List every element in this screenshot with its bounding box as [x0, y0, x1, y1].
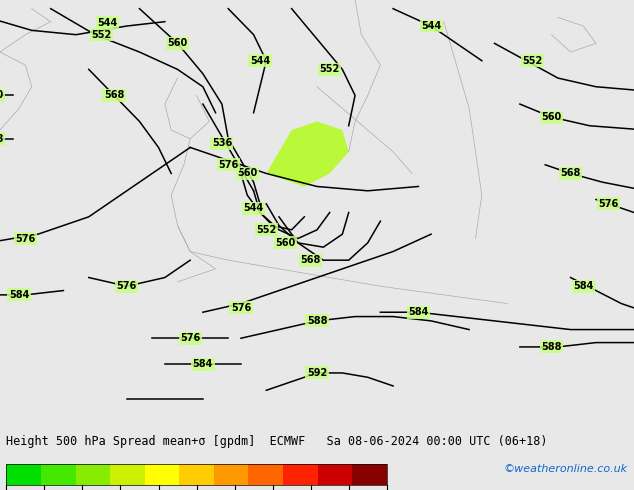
Text: 576: 576	[180, 333, 200, 343]
Bar	[352, 464, 387, 486]
Text: 560: 560	[167, 38, 188, 49]
Text: 584: 584	[573, 281, 593, 291]
Bar	[145, 464, 179, 486]
Text: 544: 544	[243, 203, 264, 213]
Bar	[249, 464, 283, 486]
Text: 568: 568	[0, 134, 4, 144]
Bar	[6, 464, 41, 486]
Bar	[214, 464, 249, 486]
Text: Height 500 hPa Spread mean+σ [gpdm]  ECMWF   Sa 08-06-2024 00:00 UTC (06+18): Height 500 hPa Spread mean+σ [gpdm] ECMW…	[6, 435, 548, 448]
Text: 536: 536	[212, 138, 232, 148]
Text: 552: 552	[91, 30, 112, 40]
Text: 584: 584	[408, 307, 429, 317]
Text: 584: 584	[193, 359, 213, 369]
Text: 560: 560	[275, 238, 295, 248]
Text: 588: 588	[541, 342, 562, 352]
Text: 568: 568	[301, 255, 321, 265]
Text: 584: 584	[9, 290, 29, 300]
Text: 576: 576	[218, 160, 238, 170]
Text: 552: 552	[256, 225, 276, 235]
Text: 560: 560	[541, 112, 562, 122]
Bar	[318, 464, 352, 486]
Text: 560: 560	[237, 169, 257, 178]
Bar	[6, 464, 387, 486]
Text: 552: 552	[522, 56, 543, 66]
Bar	[41, 464, 75, 486]
Text: 592: 592	[307, 368, 327, 378]
Text: 544: 544	[98, 18, 118, 27]
Bar	[110, 464, 145, 486]
Text: 576: 576	[598, 199, 619, 209]
Text: 568: 568	[560, 169, 581, 178]
Text: 576: 576	[117, 281, 137, 291]
Text: 552: 552	[320, 64, 340, 74]
Text: 568: 568	[104, 90, 124, 100]
Text: 560: 560	[0, 90, 4, 100]
Text: 588: 588	[307, 316, 327, 326]
Polygon shape	[266, 122, 349, 187]
Bar	[75, 464, 110, 486]
Text: ©weatheronline.co.uk: ©weatheronline.co.uk	[503, 464, 628, 474]
Text: 544: 544	[421, 21, 441, 31]
Text: 544: 544	[250, 56, 270, 66]
Text: 576: 576	[231, 303, 251, 313]
Text: 576: 576	[15, 234, 36, 244]
Bar	[283, 464, 318, 486]
Bar	[179, 464, 214, 486]
